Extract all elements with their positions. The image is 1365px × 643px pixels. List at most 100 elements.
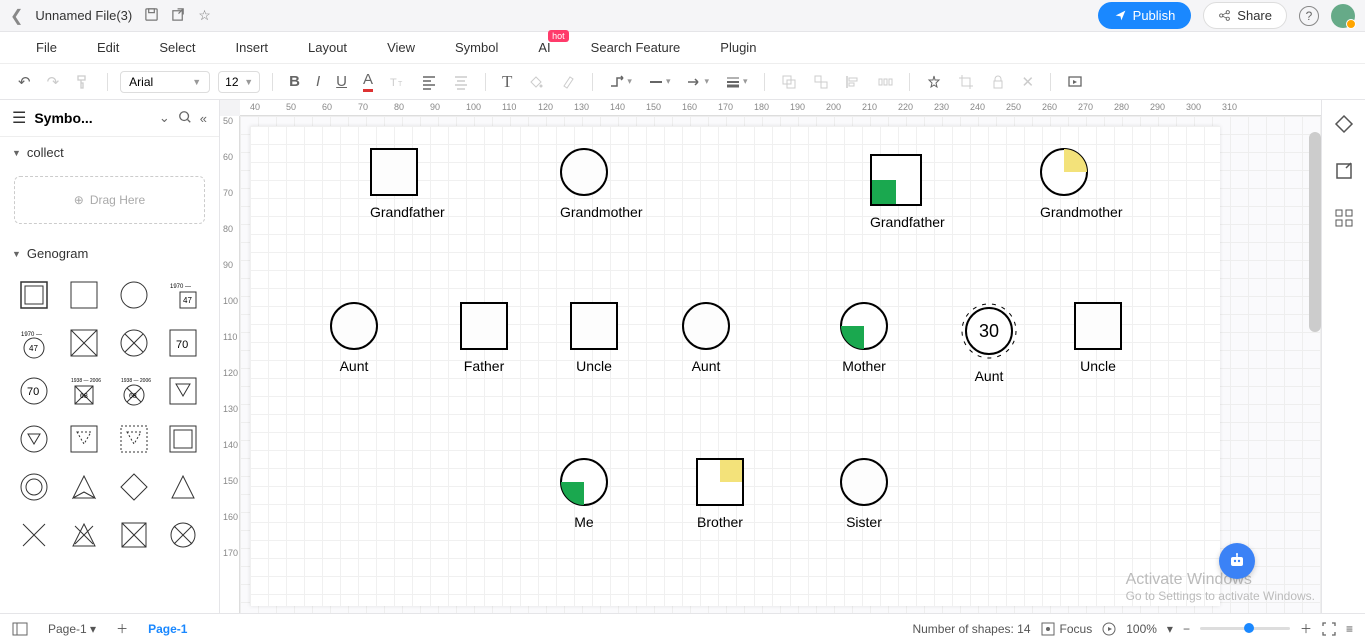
bold-icon[interactable]: B	[285, 69, 304, 94]
shape-sister[interactable]: Sister	[840, 458, 888, 530]
collapse-icon[interactable]: «	[200, 111, 207, 126]
align-center-icon[interactable]	[449, 70, 473, 94]
palette-shape-9[interactable]: 1938 — 200668	[64, 371, 104, 411]
canvas[interactable]: Grandfather Grandmother Grandfather Grandmo…	[240, 116, 1321, 613]
open-external-icon[interactable]	[171, 7, 186, 25]
chevron-down-icon[interactable]: ⌄	[159, 110, 170, 126]
page-area[interactable]: Grandfather Grandmother Grandfather Grandmo…	[250, 126, 1220, 606]
tools-icon[interactable]: ✕	[1018, 69, 1039, 95]
palette-shape-5[interactable]	[64, 323, 104, 363]
palette-shape-16[interactable]	[14, 467, 54, 507]
menu-layout[interactable]: Layout	[288, 32, 367, 63]
save-icon[interactable]	[144, 7, 159, 25]
search-icon[interactable]	[178, 110, 192, 127]
align-icon[interactable]	[841, 70, 865, 94]
palette-shape-1[interactable]	[64, 275, 104, 315]
palette-shape-11[interactable]	[163, 371, 203, 411]
underline-icon[interactable]: U	[332, 69, 351, 94]
lock-icon[interactable]	[986, 70, 1010, 94]
shape-uncle2[interactable]: Uncle	[1074, 302, 1122, 374]
format-painter-icon[interactable]	[71, 70, 95, 94]
undo-icon[interactable]: ↶	[14, 69, 35, 95]
shape-grandfather1[interactable]: Grandfather	[370, 148, 418, 220]
play-icon[interactable]	[1102, 622, 1116, 636]
menu-search-feature[interactable]: Search Feature	[571, 32, 701, 63]
avatar[interactable]	[1331, 4, 1355, 28]
font-size-select[interactable]: 12▼	[218, 71, 260, 93]
shape-brother[interactable]: Brother	[696, 458, 744, 530]
group-icon[interactable]	[777, 70, 801, 94]
align-left-icon[interactable]	[417, 70, 441, 94]
zoom-out-icon[interactable]: −	[1183, 622, 1190, 636]
ungroup-icon[interactable]	[809, 70, 833, 94]
section-genogram[interactable]: ▼Genogram	[0, 238, 219, 269]
distribute-icon[interactable]	[873, 70, 897, 94]
drag-here-zone[interactable]: ⊕Drag Here	[14, 176, 205, 224]
palette-shape-22[interactable]	[114, 515, 154, 555]
line-weight-icon[interactable]: ▾	[721, 70, 752, 94]
menu-edit[interactable]: Edit	[77, 32, 139, 63]
page-dropdown[interactable]: Page-1 ▾	[38, 618, 106, 640]
text-size-icon[interactable]: TT	[385, 70, 409, 94]
arrow-style-icon[interactable]: ▾	[682, 70, 713, 94]
shape-aunt3[interactable]: 30Aunt	[960, 302, 1018, 384]
palette-shape-21[interactable]	[64, 515, 104, 555]
fullscreen-icon[interactable]	[1322, 622, 1336, 636]
menu-select[interactable]: Select	[139, 32, 215, 63]
vertical-scrollbar[interactable]	[1309, 132, 1321, 332]
palette-shape-7[interactable]: 70	[163, 323, 203, 363]
palette-shape-3[interactable]: 1970 —47	[163, 275, 203, 315]
palette-shape-4[interactable]: 1970 —47	[14, 323, 54, 363]
palette-shape-14[interactable]	[114, 419, 154, 459]
layers-icon[interactable]	[1334, 161, 1354, 186]
focus-button[interactable]: Focus	[1041, 622, 1093, 636]
crop-icon[interactable]	[954, 70, 978, 94]
publish-button[interactable]: Publish	[1098, 2, 1192, 29]
palette-shape-20[interactable]	[14, 515, 54, 555]
menu-file[interactable]: File	[16, 32, 77, 63]
shape-aunt2[interactable]: Aunt	[682, 302, 730, 374]
section-collect[interactable]: ▼collect	[0, 137, 219, 168]
palette-shape-2[interactable]	[114, 275, 154, 315]
effects-icon[interactable]	[922, 70, 946, 94]
line-style-icon[interactable]: ▾	[644, 70, 675, 94]
shape-uncle1[interactable]: Uncle	[570, 302, 618, 374]
italic-icon[interactable]: I	[312, 69, 324, 94]
palette-shape-17[interactable]	[64, 467, 104, 507]
add-page-icon[interactable]: ＋	[116, 620, 128, 637]
shape-aunt1[interactable]: Aunt	[330, 302, 378, 374]
palette-shape-8[interactable]: 70	[14, 371, 54, 411]
share-button[interactable]: Share	[1203, 2, 1287, 29]
palette-shape-10[interactable]: 1938 — 200668	[114, 371, 154, 411]
shape-father[interactable]: Father	[460, 302, 508, 374]
menu-ai[interactable]: AIhot	[518, 32, 570, 63]
redo-icon[interactable]: ↷	[43, 69, 64, 95]
style-icon[interactable]	[1334, 114, 1354, 139]
shape-grandmother1[interactable]: Grandmother	[560, 148, 608, 220]
menu-symbol[interactable]: Symbol	[435, 32, 518, 63]
text-tool-icon[interactable]: T	[498, 68, 516, 96]
assistant-button[interactable]	[1219, 543, 1255, 579]
page-tab-1[interactable]: Page-1	[138, 618, 197, 640]
font-color-icon[interactable]: A	[359, 67, 377, 96]
more-icon[interactable]: ≡	[1346, 622, 1353, 636]
shape-grandmother2[interactable]: Grandmother	[1040, 148, 1088, 220]
menu-insert[interactable]: Insert	[216, 32, 289, 63]
star-icon[interactable]: ☆	[198, 7, 211, 24]
palette-shape-18[interactable]	[114, 467, 154, 507]
highlight-icon[interactable]	[556, 70, 580, 94]
back-icon[interactable]: ❮	[10, 6, 23, 26]
shape-mother[interactable]: Mother	[840, 302, 888, 374]
connector-icon[interactable]: ▾	[605, 70, 636, 94]
palette-shape-15[interactable]	[163, 419, 203, 459]
grid-icon[interactable]	[1334, 208, 1354, 233]
font-select[interactable]: Arial▼	[120, 71, 210, 93]
menu-plugin[interactable]: Plugin	[700, 32, 776, 63]
shape-grandfather2[interactable]: Grandfather	[870, 154, 922, 230]
palette-shape-6[interactable]	[114, 323, 154, 363]
panel-toggle-icon[interactable]	[12, 622, 28, 636]
presentation-icon[interactable]	[1063, 70, 1087, 94]
hamburger-icon[interactable]: ☰	[12, 108, 26, 128]
palette-shape-12[interactable]	[14, 419, 54, 459]
menu-view[interactable]: View	[367, 32, 435, 63]
